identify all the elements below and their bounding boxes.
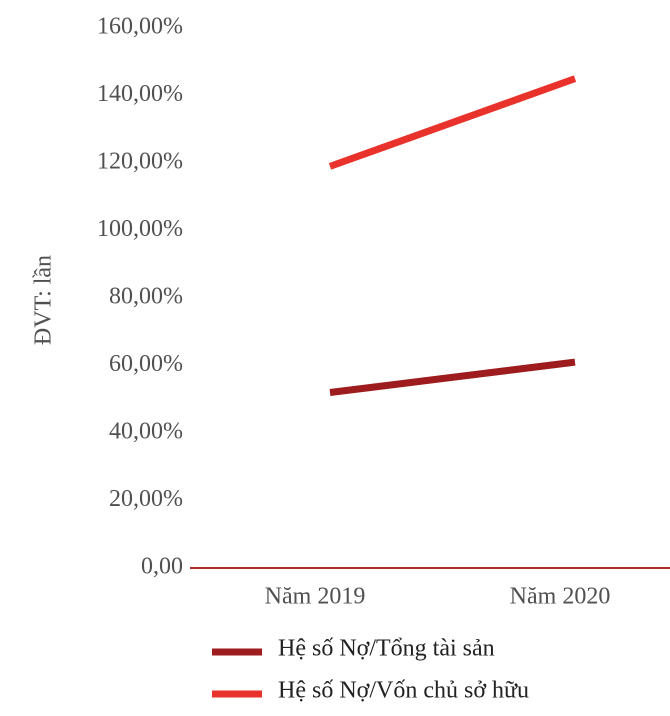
y-tick-label: 120,00%: [97, 149, 183, 175]
y-tick-label: 60,00%: [109, 351, 183, 377]
y-tick-label: 100,00%: [97, 216, 183, 242]
y-tick-label: 20,00%: [109, 486, 183, 512]
legend-label: Hệ số Nợ/Vốn chủ sở hữu: [278, 678, 529, 704]
x-tick-label: Năm 2020: [510, 584, 611, 610]
y-tick-label: 160,00%: [97, 14, 183, 40]
y-tick-label: 0,00: [141, 554, 183, 580]
x-tick-label: Năm 2019: [265, 584, 366, 610]
y-tick-label: 80,00%: [109, 284, 183, 310]
series-line: [329, 358, 576, 396]
series-line: [328, 75, 577, 170]
y-tick-label: 40,00%: [109, 419, 183, 445]
legend-label: Hệ số Nợ/Tổng tài sản: [278, 636, 495, 662]
y-tick-label: 140,00%: [97, 81, 183, 107]
y-axis-label: ĐVT: lần: [31, 255, 57, 345]
